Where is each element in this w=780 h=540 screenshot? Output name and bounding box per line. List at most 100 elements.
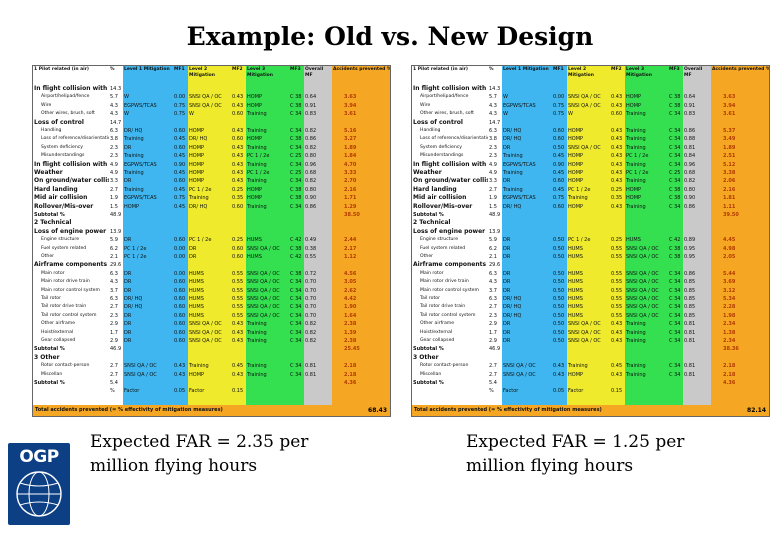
cell-mf2: 0.55 <box>232 296 244 302</box>
cell-mf2 <box>231 379 246 387</box>
subtotal-row: Subtotal % 48.9 38.50 <box>33 211 390 219</box>
cell-l3: SNSI QA / OC <box>626 312 659 319</box>
cell-mf2: 0.43 <box>232 153 244 160</box>
cell-mf1 <box>552 261 567 269</box>
cell-pct: 2.7 <box>489 186 497 193</box>
cell-l1 <box>123 119 173 127</box>
cell-mf3 <box>289 354 304 362</box>
table-row: Loss of reference/disorientation 3.8 Train… <box>33 135 390 143</box>
cell-ov: 0.85 <box>684 312 696 319</box>
cell-acc: 1.90 <box>344 304 357 311</box>
cell-mf2: 0.43 <box>232 321 244 328</box>
cell-l1: Training <box>124 186 144 193</box>
cell-mf2: 0.43 <box>232 128 244 134</box>
cell-mf1: 0.50 <box>553 338 565 344</box>
cell-pct: 6.3 <box>110 270 118 277</box>
cell-mf3: C 25 <box>290 153 302 160</box>
cell-l1: DR <box>124 312 132 319</box>
cell-mf3 <box>289 379 304 387</box>
cell-ov: 0.85 <box>684 296 696 302</box>
cell-pct: 29.6 <box>110 262 122 269</box>
cell-ov <box>683 85 711 93</box>
cell-l1: DR <box>503 287 511 294</box>
cell-mf2 <box>610 219 625 227</box>
cell-acc: 3.94 <box>723 102 736 109</box>
cell-l2: HOMP <box>189 144 205 151</box>
cell-pct: 1.5 <box>489 203 497 210</box>
cell-l1: DR/ HQ <box>124 296 143 302</box>
table-row: Gear collapsed 2.9 DR 0.50 SNSI QA / OC 0.43 T… <box>412 337 769 345</box>
section-row: 2 Technical <box>33 219 390 227</box>
cell-l1: DR <box>124 329 132 336</box>
col-bg-overall <box>683 66 711 406</box>
cell-acc <box>332 261 390 269</box>
col-bg-level1 <box>502 66 552 406</box>
section-row: In flight collision with 4.9 EGPWS/TCAS 0.9… <box>412 161 769 169</box>
col-bg-level1 <box>123 66 173 406</box>
cell-l3 <box>625 379 668 387</box>
cell-ov: 0.81 <box>684 338 696 344</box>
cell-l1 <box>502 354 552 362</box>
table-row: System deficiency 2.3 DR 0.50 SNSI QA / OC 0.… <box>412 144 769 152</box>
cell-l1: DR/ HQ <box>503 136 522 143</box>
cell-l2: SNSI QA / OC <box>189 321 222 328</box>
cell-mf3: C 34 <box>669 296 681 302</box>
cell-pct: 4.9 <box>110 170 118 176</box>
cell-item: Engine structure <box>420 237 459 243</box>
cell-pct: 4.9 <box>489 161 497 168</box>
cell-mf2: 0.43 <box>611 153 623 160</box>
cell-pct: 2.7 <box>110 304 118 311</box>
cell-mf1: 0.43 <box>174 371 186 378</box>
cell-l2: Training <box>189 195 209 202</box>
ogp-logo: OGP <box>8 443 70 525</box>
cell-pct: 3.8 <box>110 136 118 143</box>
cell-item: Tail rotor control system <box>420 312 476 318</box>
table-row: Fuel system related 6.2 DR 0.50 HUMS 0.55 SNSI… <box>412 245 769 253</box>
cell-ov <box>683 219 711 227</box>
cell-mf2: 0.25 <box>611 237 623 244</box>
cell-item: Misunderstandings <box>41 153 85 159</box>
cell-l2: HUMS <box>568 245 583 252</box>
cell-l3: SNSI QA / OC <box>626 270 659 277</box>
cell-mf3: C 34 <box>290 161 302 168</box>
cell-mf1: 0.50 <box>553 279 565 286</box>
cell-pct: 2.7 <box>489 304 497 311</box>
cell-mf2: 0.55 <box>611 287 623 294</box>
subtotal-row: Subtotal % 48.9 39.50 <box>412 211 769 219</box>
cell-mf2 <box>231 219 246 227</box>
cell-mf3 <box>668 387 683 395</box>
cell-item: Subtotal % <box>413 380 444 386</box>
cell-ov: 0.64 <box>305 94 317 101</box>
cell-pct: % <box>489 388 494 395</box>
cell-mf3: C 34 <box>669 329 681 336</box>
cell-l3: Training <box>247 161 267 168</box>
cell-mf2 <box>231 354 246 362</box>
cell-mf1: 0.45 <box>174 136 186 143</box>
cell-ov: 0.82 <box>305 178 317 185</box>
cell-l2: HUMS <box>189 312 204 319</box>
cell-acc <box>711 219 769 227</box>
cell-acc <box>332 354 390 362</box>
cell-l3: SNSI QA / OC <box>247 296 280 302</box>
cell-l1: EGPWS/TCAS <box>124 102 157 109</box>
cell-mf1: 0.75 <box>174 102 186 109</box>
cell-l3 <box>625 387 668 395</box>
cell-ov: 0.70 <box>305 312 317 319</box>
cell-mf1 <box>552 119 567 127</box>
cell-l2: HUMS <box>189 270 204 277</box>
section-row: Loss of engine power 13.9 <box>33 228 390 236</box>
cell-l3 <box>246 85 289 93</box>
table-row: Loss of reference/disorientation 3.8 DR/ H… <box>412 135 769 143</box>
cell-ov: 0.81 <box>684 321 696 328</box>
cell-ov: 0.81 <box>684 363 696 370</box>
cell-l3: Training <box>247 321 267 328</box>
cell-l2: SNSI QA / OC <box>568 338 601 344</box>
cell-item: Handling <box>41 128 62 133</box>
cell-pct: 2.7 <box>489 371 497 378</box>
cell-l2 <box>567 219 610 227</box>
cell-l2: HOMP <box>568 203 584 210</box>
cell-acc: 38.36 <box>723 346 739 353</box>
table-row: Main rotor drive train 4.3 DR 0.50 HUMS 0.55 S… <box>412 278 769 286</box>
section-row: In flight collision with 4.9 EGPWS/TCAS 0.9… <box>33 161 390 169</box>
